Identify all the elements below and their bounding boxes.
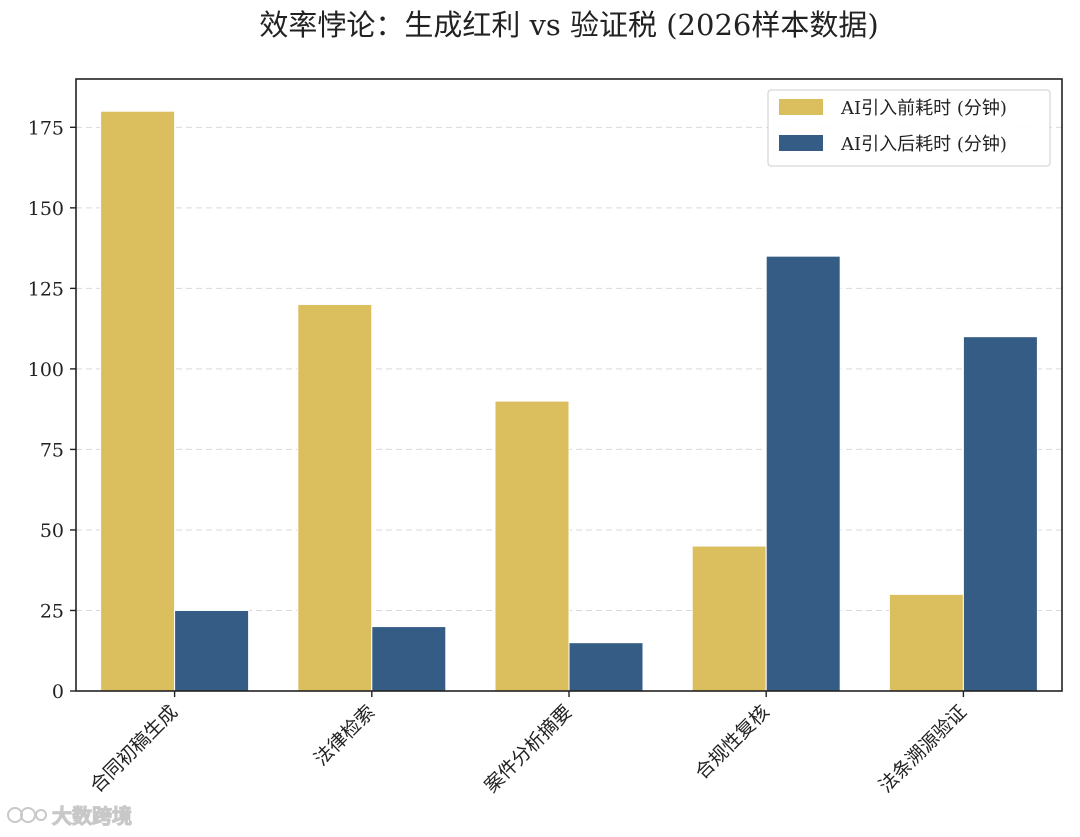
- bar-series-2: [765, 255, 841, 692]
- x-axis: 合同初稿生成 法律检索 案件分析摘要 合规性复核 法条溯源验证: [86, 691, 971, 797]
- y-tick-label: 150: [28, 198, 64, 220]
- legend-swatch: [779, 99, 823, 115]
- bar-series-2: [371, 626, 447, 692]
- x-tick-label: 法条溯源验证: [875, 701, 971, 797]
- legend-swatch: [779, 135, 823, 151]
- y-axis: 0 25 50 75 100 125 150 175: [28, 117, 76, 703]
- bars: [100, 110, 1038, 692]
- bar-series-2: [568, 642, 644, 692]
- y-tick-label: 75: [40, 439, 64, 461]
- x-tick-label: 案件分析摘要: [480, 701, 576, 797]
- chart-title: 效率悖论：生成红利 vs 验证税 (2026样本数据): [259, 8, 878, 42]
- x-tick-label: 法律检索: [310, 701, 379, 770]
- watermark-logo-icon: [7, 806, 47, 823]
- y-tick-label: 175: [28, 117, 64, 139]
- bar-series-2: [174, 609, 250, 692]
- legend: AI引入前耗时 (分钟) AI引入后耗时 (分钟): [767, 89, 1051, 167]
- x-tick-label: 合同初稿生成: [86, 701, 182, 797]
- legend-label: AI引入后耗时 (分钟): [840, 134, 1007, 155]
- bar-series-1: [297, 303, 373, 692]
- y-tick-label: 125: [28, 278, 64, 300]
- y-tick-label: 100: [28, 359, 64, 381]
- bar-series-1: [494, 400, 570, 692]
- bar-series-1: [691, 545, 767, 692]
- y-tick-label: 25: [40, 600, 64, 622]
- bar-series-1: [888, 593, 964, 692]
- legend-label: AI引入前耗时 (分钟): [840, 98, 1007, 119]
- legend-box: [767, 89, 1051, 167]
- y-tick-label: 0: [52, 681, 64, 703]
- watermark: 大数跨境: [6, 800, 133, 829]
- y-tick-label: 50: [40, 520, 64, 542]
- bar-series-2: [962, 336, 1038, 692]
- watermark-text: 大数跨境: [52, 804, 133, 829]
- x-tick-label: 合规性复核: [691, 701, 774, 784]
- bar-series-1: [100, 110, 176, 692]
